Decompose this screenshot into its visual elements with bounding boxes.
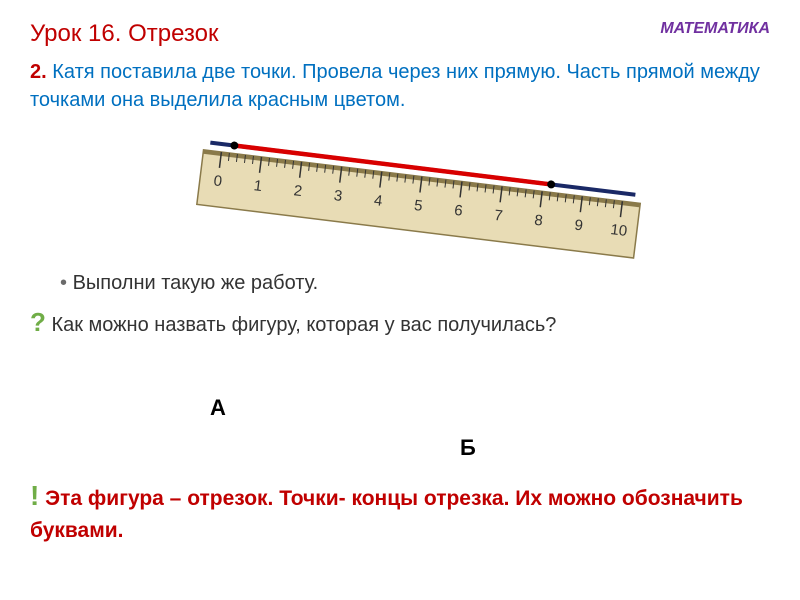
question-line: ? Как можно назвать фигуру, которая у ва… (30, 307, 770, 338)
question-mark-icon: ? (30, 307, 46, 337)
instruction-line: • Выполни такую же работу. (60, 272, 770, 295)
task-number: 2. (30, 61, 47, 83)
conclusion-text: Эта фигура – отрезок. Точки- концы отрез… (30, 487, 743, 541)
conclusion-line: ! Эта фигура – отрезок. Точки- концы отр… (30, 476, 800, 545)
ruler-svg: 012345678910 (170, 122, 670, 262)
subject-label: МАТЕМАТИКА (660, 20, 770, 38)
slide: Урок 16. Отрезок МАТЕМАТИКА 2. Катя пост… (0, 0, 800, 600)
question-text: Как можно назвать фигуру, которая у вас … (51, 314, 556, 336)
exclamation-icon: ! (30, 480, 39, 511)
bullet-icon: • (60, 272, 67, 294)
task-body: Катя поставила две точки. Провела через … (30, 61, 760, 111)
ruler-illustration: 012345678910 (30, 122, 770, 262)
svg-text:10: 10 (609, 221, 628, 240)
lesson-title: Урок 16. Отрезок (30, 20, 218, 48)
instruction-text: Выполни такую же работу. (73, 272, 319, 294)
task-text: 2. Катя поставила две точки. Провела чер… (30, 58, 770, 114)
point-label-b: Б (460, 435, 476, 461)
slide-header: Урок 16. Отрезок МАТЕМАТИКА (30, 20, 770, 48)
point-label-a: А (210, 395, 226, 421)
